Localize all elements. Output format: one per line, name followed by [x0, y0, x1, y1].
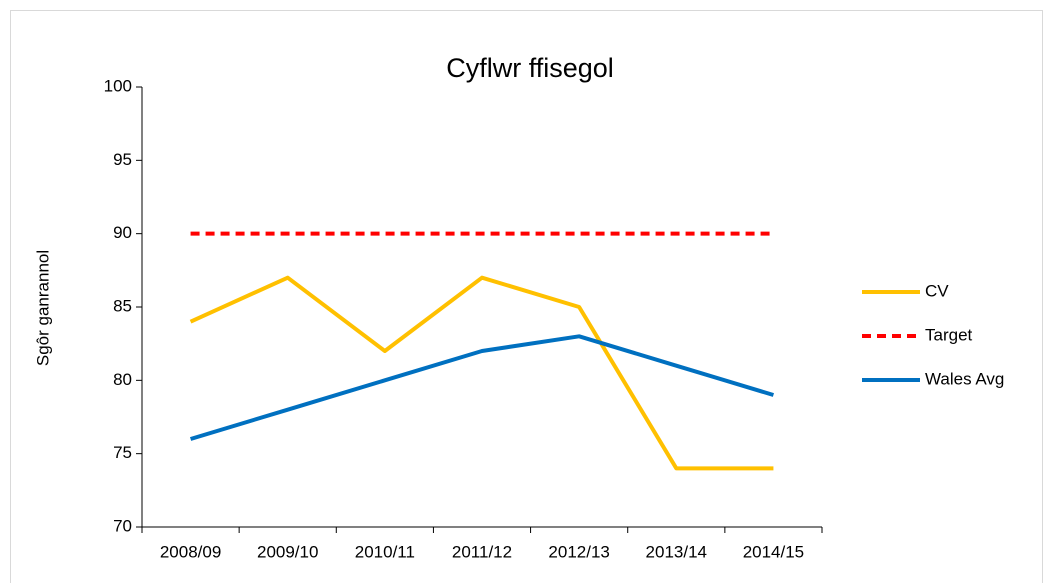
y-tick-label: 80: [113, 370, 132, 389]
legend-label: Wales Avg: [925, 369, 1004, 388]
y-tick-label: 85: [113, 296, 132, 315]
x-tick-label: 2011/12: [452, 542, 512, 561]
y-tick-label: 70: [113, 516, 132, 535]
x-tick-label: 2012/13: [548, 542, 609, 561]
line-series: [189, 275, 774, 471]
line-series: [189, 334, 775, 441]
x-tick-label: 2014/15: [743, 542, 804, 561]
legend-label: Target: [925, 325, 973, 344]
y-tick-label: 90: [113, 223, 132, 242]
x-tick-label: 2009/10: [257, 542, 318, 561]
chart-title: Cyflwr ffisegol: [446, 53, 614, 83]
y-tick-label: 75: [113, 443, 132, 462]
chart-border: [10, 10, 1043, 583]
x-tick-label: 2008/09: [160, 542, 221, 561]
legend-label: CV: [925, 281, 949, 300]
y-tick-label: 95: [113, 150, 132, 169]
x-tick-label: 2010/11: [355, 542, 415, 561]
y-tick-label: 100: [104, 76, 132, 95]
y-axis-label: Sgôr ganrannol: [33, 250, 52, 366]
x-tick-label: 2013/14: [646, 542, 707, 561]
